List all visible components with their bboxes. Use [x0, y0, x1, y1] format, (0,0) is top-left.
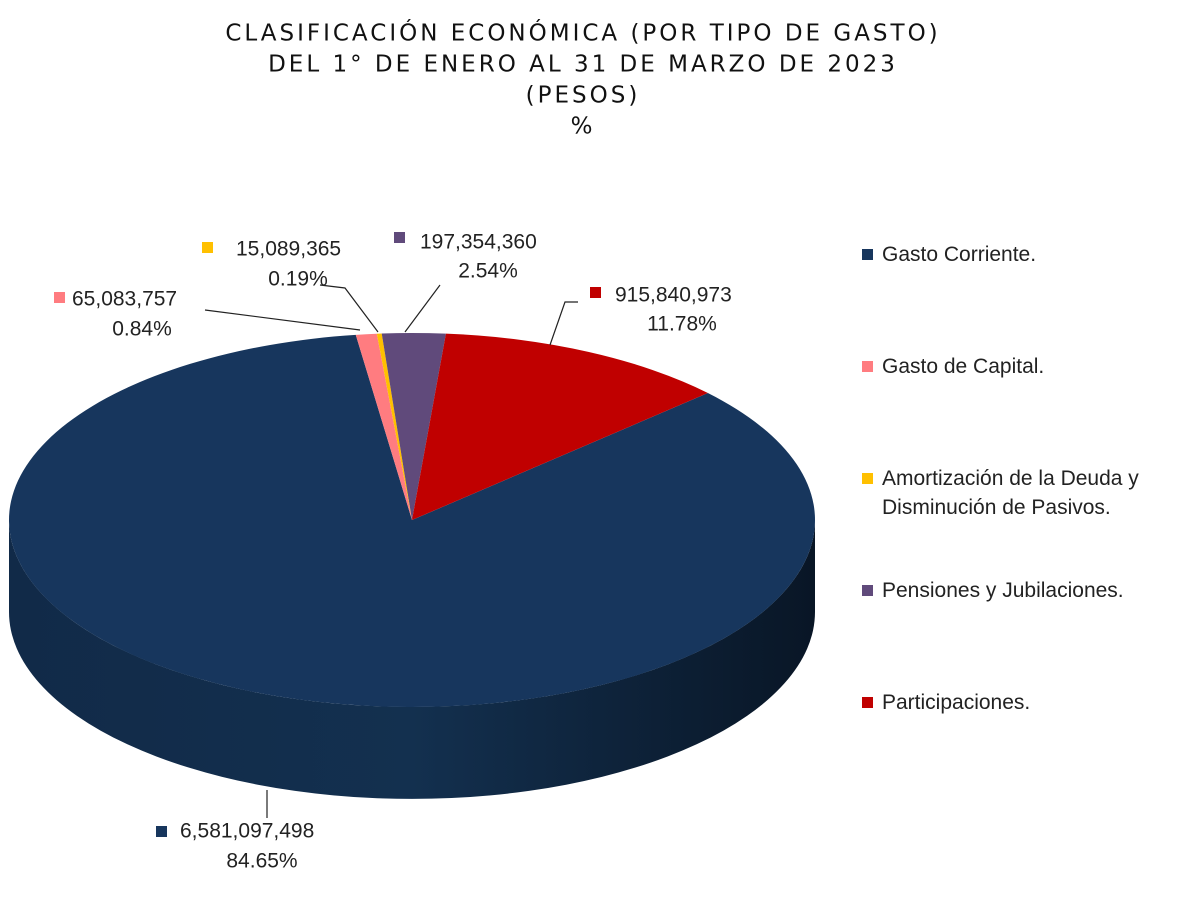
- legend-swatch: [862, 585, 873, 596]
- legend-item: Gasto de Capital.: [862, 352, 1202, 464]
- legend-swatch: [862, 361, 873, 372]
- legend: Gasto Corriente. Gasto de Capital. Amortiz…: [862, 240, 1202, 800]
- pie-slice: [381, 333, 446, 520]
- legend-item: Pensiones y Jubilaciones.: [862, 576, 1202, 688]
- legend-label: Participaciones.: [882, 691, 1031, 714]
- leader-line: [404, 284, 441, 333]
- legend-swatch: [862, 697, 873, 708]
- label-marker: [394, 232, 405, 243]
- legend-label: Gasto Corriente.: [882, 243, 1037, 266]
- data-label: 65,083,757: [72, 288, 177, 311]
- data-label-percent: 84.65%: [226, 850, 297, 873]
- leader-line: [549, 301, 578, 346]
- data-label-percent: 0.84%: [112, 318, 172, 341]
- legend-label: Pensiones y Jubilaciones.: [882, 579, 1124, 602]
- pie-side: [9, 520, 815, 799]
- chart-title: %: [571, 114, 596, 140]
- chart-title: DEL 1° DE ENERO AL 31 DE MARZO DE 2023: [268, 52, 898, 78]
- data-label-percent: 2.54%: [458, 260, 518, 283]
- label-marker: [54, 292, 65, 303]
- legend-item: Amortización de la Deuda y Disminución d…: [862, 464, 1202, 576]
- label-marker: [202, 242, 213, 253]
- legend-item: Gasto Corriente.: [862, 240, 1202, 352]
- data-label: 6,581,097,498: [180, 820, 314, 843]
- data-label: 197,354,360: [420, 231, 537, 254]
- legend-label: Amortización de la Deuda y Disminución d…: [882, 467, 1139, 519]
- chart-title: (PESOS): [526, 83, 641, 109]
- pie-slice: [412, 333, 708, 520]
- pie-slice: [376, 333, 412, 520]
- legend-item: Participaciones.: [862, 688, 1202, 800]
- leader-line: [319, 284, 379, 333]
- data-label: 915,840,973: [615, 284, 732, 307]
- legend-swatch: [862, 249, 873, 260]
- label-marker: [590, 287, 601, 298]
- data-label-percent: 0.19%: [268, 268, 328, 291]
- pie-slice: [355, 333, 412, 520]
- pie-slice: [8, 334, 815, 707]
- leader-line: [204, 309, 361, 331]
- data-label-percent: 11.78%: [647, 313, 717, 336]
- data-label: 15,089,365: [236, 238, 341, 261]
- label-marker: [156, 826, 167, 837]
- legend-label: Gasto de Capital.: [882, 355, 1045, 378]
- chart-title: CLASIFICACIÓN ECONÓMICA (POR TIPO DE GAS…: [225, 19, 940, 47]
- legend-swatch: [862, 473, 873, 484]
